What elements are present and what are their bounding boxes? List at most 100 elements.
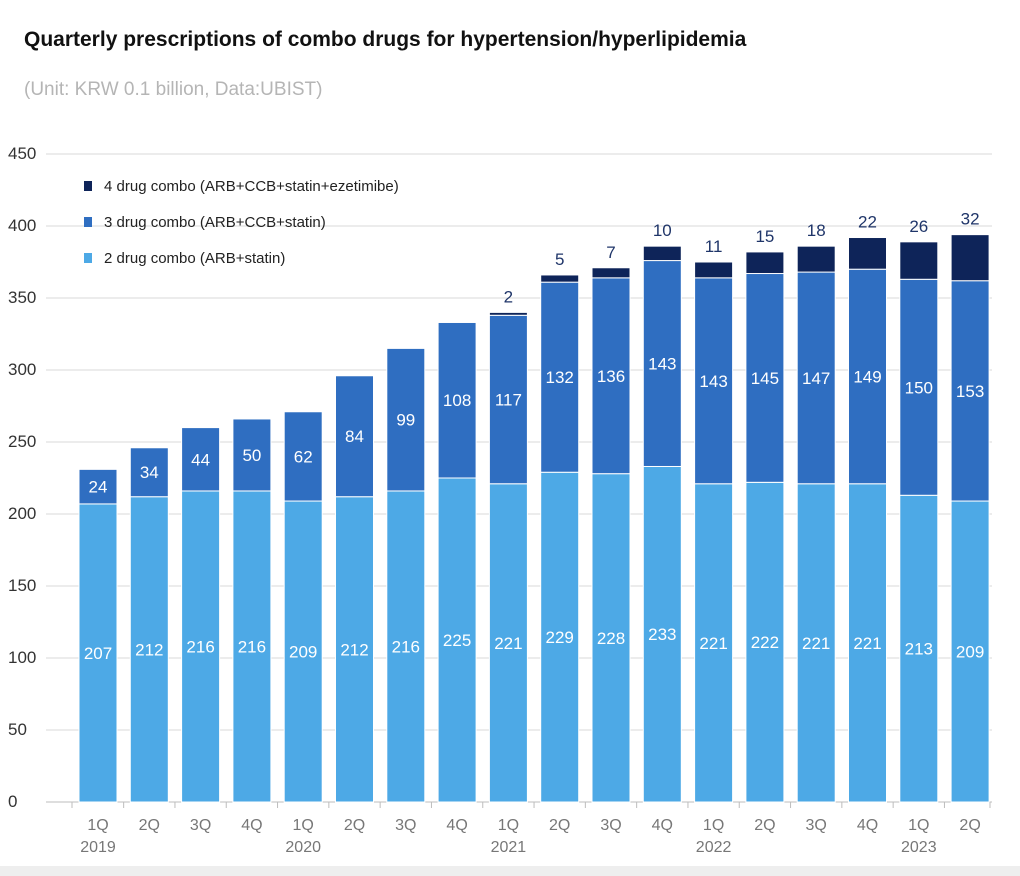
data-label: 145 <box>751 369 779 388</box>
x-tick-label: 1Q <box>908 817 929 834</box>
data-label: 136 <box>597 367 625 386</box>
y-axis-ticks: 0 50 100 150 200 250 300 350 400 450 <box>8 144 36 811</box>
data-label: 221 <box>802 634 830 653</box>
bar-segment <box>591 277 631 475</box>
data-label: 26 <box>909 217 928 236</box>
data-label: 153 <box>956 382 984 401</box>
data-label: 225 <box>443 631 471 650</box>
bar-segment <box>591 473 631 803</box>
y-tick-label: 150 <box>8 576 36 595</box>
x-year-label: 2023 <box>901 839 937 856</box>
data-label: 117 <box>495 391 522 410</box>
data-label: 143 <box>648 355 676 374</box>
bar-segment <box>591 267 631 279</box>
data-label: 216 <box>392 637 420 656</box>
data-label: 18 <box>807 221 826 240</box>
bar-segment <box>232 490 272 803</box>
data-label: 147 <box>802 369 830 388</box>
bar-segment <box>745 251 785 275</box>
data-label: 228 <box>597 629 625 648</box>
data-label: 143 <box>699 372 727 391</box>
data-label: 62 <box>294 447 313 466</box>
x-tick-label: 4Q <box>857 817 878 834</box>
x-tick-label: 3Q <box>806 817 827 834</box>
chart-title: Quarterly prescriptions of combo drugs f… <box>24 28 747 51</box>
x-year-label: 2022 <box>696 839 732 856</box>
data-label: 22 <box>858 213 877 232</box>
x-tick-label: 3Q <box>600 817 621 834</box>
bar-segment <box>642 245 682 262</box>
chart-subtitle: (Unit: KRW 0.1 billion, Data:UBIST) <box>24 79 323 100</box>
x-tick-label: 2Q <box>139 817 160 834</box>
data-label: 10 <box>653 221 672 240</box>
data-label: 24 <box>89 478 108 497</box>
data-label: 229 <box>546 628 574 647</box>
bar-segment <box>745 273 785 483</box>
data-label: 221 <box>853 634 881 653</box>
bar-segment <box>283 500 323 803</box>
x-tick-label: 2Q <box>754 817 775 834</box>
data-label: 150 <box>905 378 933 397</box>
x-tick-label: 3Q <box>190 817 211 834</box>
legend-swatch <box>84 217 92 227</box>
bar-segment <box>78 468 118 505</box>
data-label: 233 <box>648 625 676 644</box>
data-label: 32 <box>961 210 980 229</box>
bar-segment <box>745 481 785 803</box>
x-tick-label: 1Q <box>703 817 724 834</box>
y-tick-label: 400 <box>8 216 36 235</box>
data-label: 212 <box>340 640 368 659</box>
bar-segment <box>848 237 887 270</box>
x-tick-label: 3Q <box>395 817 416 834</box>
data-label: 132 <box>546 368 574 387</box>
legend-label: 2 drug combo (ARB+statin) <box>104 250 285 267</box>
bar-segment <box>694 483 734 803</box>
bar-segment <box>283 411 323 502</box>
bar-segment <box>335 496 374 803</box>
bar-segment <box>181 427 221 492</box>
bar-segment <box>78 503 118 803</box>
x-tick-label: 1Q <box>293 817 314 834</box>
x-axis: 1Q 2019 2Q 3Q 4Q 1Q 2020 2Q 3Q 4Q 1Q 2021 2Q 3Q 4Q 1Q 20… <box>71 802 991 856</box>
bar-segment <box>899 494 939 803</box>
data-label: 7 <box>606 243 615 262</box>
bar-segment <box>386 347 426 492</box>
bar-segment <box>488 483 528 803</box>
bar-segment <box>437 321 477 479</box>
data-label: 108 <box>443 391 471 410</box>
y-tick-label: 450 <box>8 144 36 163</box>
x-tick-label: 4Q <box>241 817 262 834</box>
legend-label: 3 drug combo (ARB+CCB+statin) <box>104 214 326 231</box>
bar-segment <box>540 274 580 283</box>
bar-segment <box>899 278 939 496</box>
y-tick-label: 200 <box>8 504 36 523</box>
data-label: 213 <box>905 640 933 659</box>
bar-segment <box>642 260 682 467</box>
legend-swatch <box>84 253 92 263</box>
bar-segment <box>232 418 272 492</box>
bar-segment <box>386 490 426 803</box>
y-tick-label: 100 <box>8 648 36 667</box>
bar-segment <box>899 241 939 280</box>
data-label: 50 <box>242 446 261 465</box>
x-tick-label: 4Q <box>652 817 673 834</box>
data-label: 34 <box>140 463 159 482</box>
bar-segment <box>796 271 836 485</box>
data-label: 221 <box>699 634 727 653</box>
bar-segment <box>129 496 169 803</box>
legend-swatch <box>84 181 92 191</box>
bar-segment <box>694 277 734 485</box>
data-label: 11 <box>705 237 723 256</box>
data-label: 15 <box>755 227 774 246</box>
data-label: 216 <box>186 637 214 656</box>
bar-segment <box>488 311 528 316</box>
data-label: 2 <box>504 287 513 306</box>
bar-segment <box>642 465 682 803</box>
bar-segment <box>796 245 836 273</box>
bars <box>78 234 990 803</box>
bar-segment <box>437 477 477 803</box>
data-label: 99 <box>396 411 415 430</box>
bar-segment <box>181 490 221 803</box>
